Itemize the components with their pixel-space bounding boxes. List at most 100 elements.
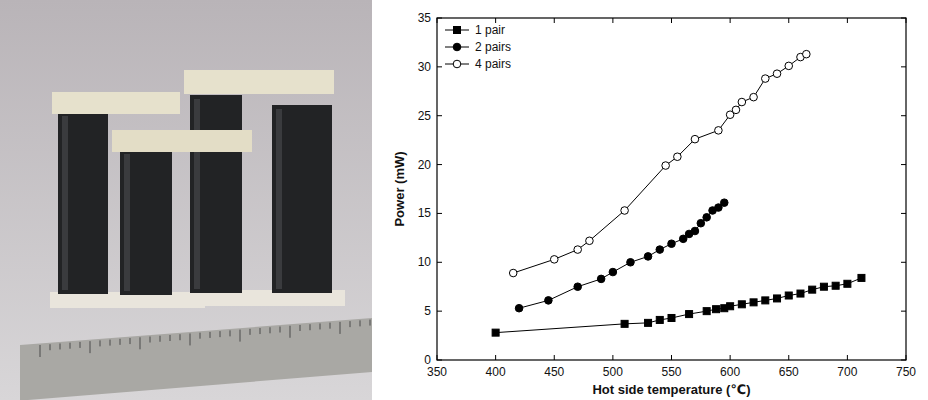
data-point [762, 75, 770, 83]
x-tick [612, 355, 613, 360]
ruler-tick [340, 322, 341, 334]
data-point [609, 268, 617, 276]
y-axis-title: Power (mW) [392, 151, 407, 226]
x-tick-label: 550 [661, 365, 681, 379]
ruler-tick [300, 325, 301, 331]
ruler-tick [310, 324, 311, 330]
ruler-tick [150, 337, 151, 343]
ruler-tick [200, 333, 201, 339]
data-point [515, 304, 523, 312]
ruler-tick [100, 340, 101, 346]
data-point [697, 219, 705, 227]
ruler-tick [120, 339, 121, 345]
x-tick-label: 600 [720, 365, 740, 379]
ruler-tick [290, 326, 291, 338]
x-tick-label: 400 [486, 365, 506, 379]
thermoelectric-leg [190, 95, 242, 293]
ruler [20, 318, 372, 400]
y-tick-label: 0 [424, 353, 431, 367]
ruler-tick [50, 344, 51, 350]
data-point [668, 240, 676, 248]
legend-label: 2 pairs [475, 40, 511, 54]
series [515, 199, 728, 312]
data-point [750, 299, 757, 306]
plot-frame [437, 18, 906, 360]
ruler-tick [130, 338, 131, 344]
data-point [545, 297, 553, 305]
y-tick [437, 115, 442, 116]
data-point [809, 286, 816, 293]
x-tick-label: 500 [603, 365, 623, 379]
ruler-tick [260, 328, 261, 334]
data-point [686, 311, 693, 318]
ruler-tick [250, 329, 251, 335]
ruler-tick [320, 323, 321, 329]
ruler-tick [140, 337, 141, 349]
x-tick-top [788, 18, 789, 23]
data-point [668, 314, 675, 321]
ruler-tick [280, 327, 281, 333]
legend-marker [454, 27, 461, 34]
data-point [797, 290, 804, 297]
y-tick-label: 35 [418, 11, 432, 25]
data-point [691, 227, 699, 235]
x-tick [847, 355, 848, 360]
photo [0, 0, 372, 400]
data-point [713, 306, 720, 313]
x-tick-top [612, 18, 613, 23]
series-line [513, 54, 806, 273]
ruler-tick [230, 330, 231, 336]
data-point [774, 295, 781, 302]
legend-marker [453, 43, 461, 51]
ruler-tick [60, 343, 61, 349]
x-tick [788, 355, 789, 360]
data-point [586, 237, 594, 245]
photo-background [0, 0, 372, 400]
data-point [715, 127, 723, 135]
data-point [703, 214, 711, 222]
x-tick [554, 355, 555, 360]
x-tick [495, 355, 496, 360]
ruler-tick [80, 342, 81, 348]
figure: 3504004505005506006507007500510152025303… [0, 0, 928, 400]
data-point [597, 275, 605, 283]
data-point [738, 301, 745, 308]
y-tick [437, 164, 442, 165]
x-axis-title: Hot side temperature (℃) [592, 382, 750, 397]
data-point [674, 153, 682, 161]
data-point [773, 70, 781, 78]
thermoelectric-leg [58, 112, 108, 294]
x-tick-top [730, 18, 731, 23]
x-tick-label: 650 [779, 365, 799, 379]
data-point [732, 106, 740, 114]
data-point [644, 253, 652, 261]
x-tick-label: 700 [837, 365, 857, 379]
ruler-tick [40, 345, 41, 357]
y-tick [437, 311, 442, 312]
x-tick-label: 350 [427, 365, 447, 379]
y-tick-right [901, 213, 906, 214]
ruler-tick [210, 332, 211, 338]
leg-highlight [276, 109, 282, 289]
y-tick-label: 5 [424, 304, 431, 318]
ruler-tick [70, 343, 71, 349]
x-tick-top [671, 18, 672, 23]
data-point [574, 246, 582, 254]
x-tick-label: 750 [896, 365, 916, 379]
legend-marker [453, 60, 461, 68]
x-tick-top [847, 18, 848, 23]
ruler-tick [270, 327, 271, 333]
data-point [574, 283, 582, 291]
ruler-tick [240, 330, 241, 342]
series-line [496, 278, 862, 333]
y-tick [437, 66, 442, 67]
ruler-tick [360, 320, 361, 326]
thermoelectric-leg [120, 150, 172, 295]
y-tick-label: 15 [418, 206, 432, 220]
data-point [656, 316, 663, 323]
top-electrode [184, 70, 334, 94]
thermoelectric-leg [272, 105, 332, 293]
ruler-tick [90, 341, 91, 353]
x-tick [671, 355, 672, 360]
data-point [662, 162, 670, 170]
